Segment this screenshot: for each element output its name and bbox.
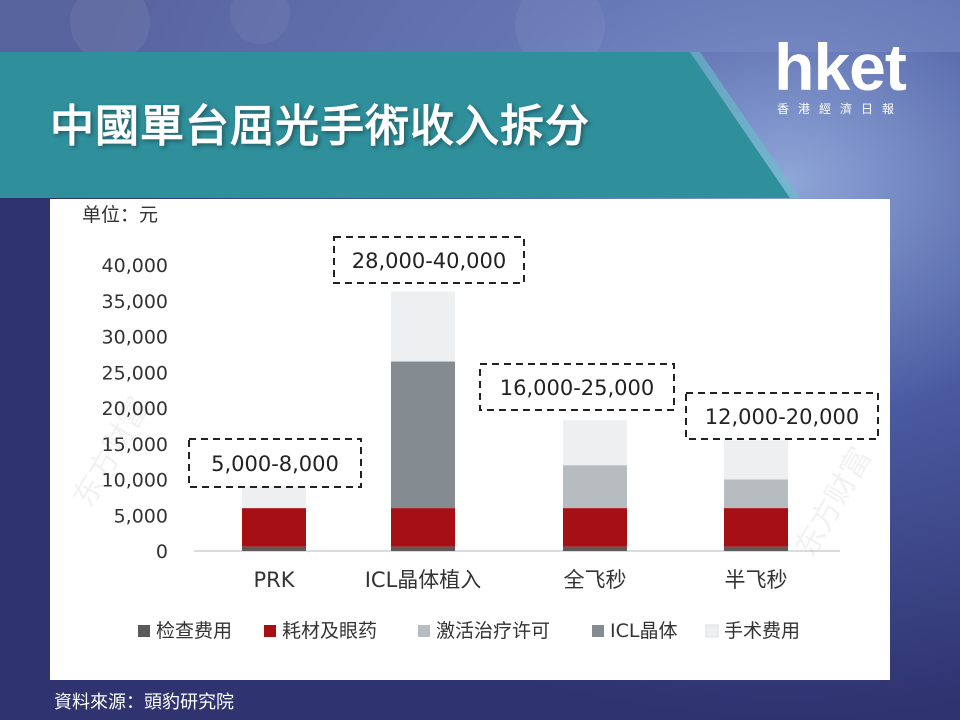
range-label: 12,000-20,000 — [705, 405, 860, 429]
bar-segment — [391, 508, 455, 547]
title-banner — [0, 52, 800, 198]
watermark: 东方财富 — [789, 442, 879, 563]
stacked-bar-chart: 单位：元 0 5,000 10,000 15,000 20,000 25,000 30,000… — [67, 204, 879, 642]
legend-swatch — [592, 625, 604, 637]
legend-label: ICL晶体 — [610, 620, 677, 642]
range-box — [333, 236, 525, 284]
bar-segment — [242, 546, 306, 551]
bar-segment — [391, 546, 455, 551]
bar-segment — [242, 508, 306, 547]
x-category-label: PRK — [253, 568, 295, 592]
x-category-label: 全飞秒 — [564, 568, 627, 592]
bar-segment — [563, 420, 627, 466]
bar-segment — [563, 546, 627, 551]
bar-segment — [242, 486, 306, 509]
legend-swatch — [138, 625, 150, 637]
y-tick-label: 25,000 — [102, 362, 168, 384]
bar-segment — [724, 479, 788, 509]
range-label: 16,000-25,000 — [500, 376, 655, 400]
range-label: 5,000-8,000 — [211, 452, 339, 476]
y-tick-label: 20,000 — [102, 398, 168, 420]
legend-label: 手术费用 — [724, 620, 800, 642]
x-category-label: ICL晶体植入 — [365, 568, 482, 592]
bar-segment — [391, 291, 455, 362]
x-category-label: 半飞秒 — [725, 568, 788, 592]
range-box — [479, 363, 675, 411]
y-tick-label: 0 — [156, 541, 168, 563]
legend-swatch — [264, 625, 276, 637]
chart-panel: 单位：元 0 5,000 10,000 15,000 20,000 25,000 30,000… — [50, 199, 890, 680]
y-tick-label: 35,000 — [102, 291, 168, 313]
bar-segment — [724, 546, 788, 551]
legend-swatch — [705, 624, 719, 638]
bar-segment — [724, 440, 788, 480]
legend-label: 检查费用 — [156, 620, 232, 642]
bar-segment — [563, 465, 627, 509]
y-tick-label: 10,000 — [102, 470, 168, 492]
y-tick-label: 5,000 — [114, 505, 168, 527]
y-tick-label: 30,000 — [102, 327, 168, 349]
range-label: 28,000-40,000 — [352, 249, 507, 273]
legend-swatch — [418, 625, 430, 637]
y-tick-label: 15,000 — [102, 434, 168, 456]
hket-logo: hket 香港經濟日報 — [760, 34, 920, 117]
bar-segment — [724, 508, 788, 547]
source-note: 資料來源：頭豹研究院 — [54, 692, 234, 713]
legend-label: 激活治疗许可 — [436, 620, 550, 642]
range-box — [685, 392, 879, 440]
range-box — [188, 438, 362, 488]
legend-label: 耗材及眼药 — [282, 620, 377, 642]
logo-wordmark: hket — [774, 30, 907, 104]
bar-segment — [563, 508, 627, 547]
unit-label: 单位：元 — [82, 204, 158, 226]
y-tick-label: 40,000 — [102, 255, 168, 277]
logo-subtitle: 香港經濟日報 — [776, 102, 903, 116]
page-title: 中國單台屈光手術收入拆分 — [50, 101, 590, 152]
bar-segment — [391, 361, 455, 509]
